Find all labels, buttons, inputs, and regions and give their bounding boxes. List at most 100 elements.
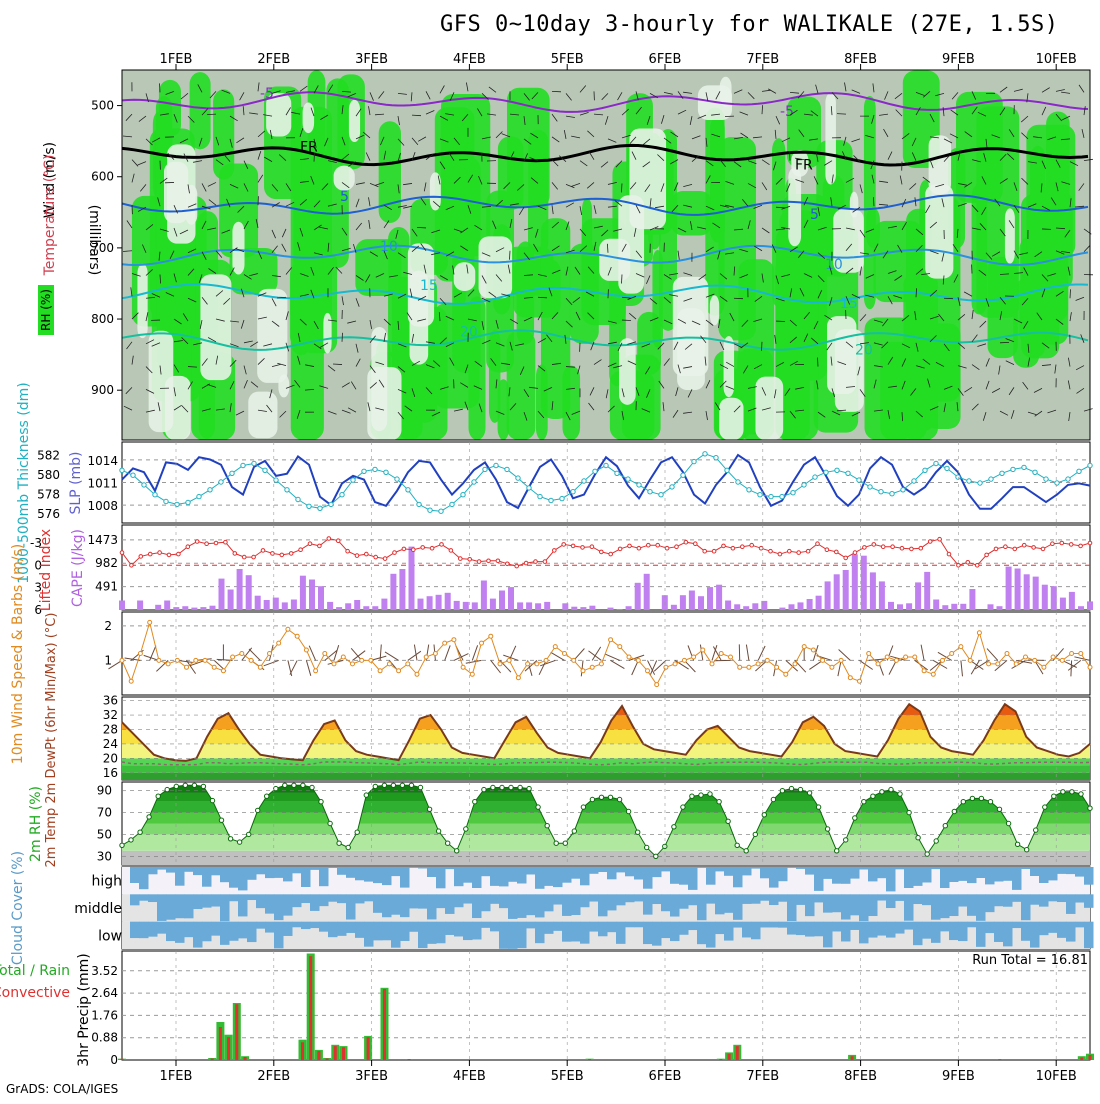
cloud-bar [517, 894, 527, 918]
wind-speed-point [443, 641, 447, 645]
lifted-index-point [177, 552, 181, 556]
thickness-point [846, 471, 850, 475]
cloud-bar [472, 894, 482, 918]
cloud-bar [850, 922, 860, 930]
cloud-bar [796, 867, 806, 869]
lifted-index-point [139, 555, 143, 559]
cloud-bar [1066, 894, 1076, 914]
day-label-bottom: 9FEB [942, 1069, 975, 1084]
rh-point [672, 825, 676, 829]
rh-point [780, 789, 784, 793]
rh-point [382, 783, 386, 787]
cloud-bar [445, 922, 455, 935]
cape-bar [291, 600, 297, 611]
cape-tick: 1473 [87, 533, 118, 547]
precip-convective-bar [736, 1046, 739, 1060]
wind-speed-point [941, 658, 945, 662]
rh-point [192, 783, 196, 787]
thickness-point [1066, 477, 1070, 481]
cloud-bar [1030, 894, 1040, 904]
cloud-bar [526, 922, 536, 929]
lifted-index-point [750, 543, 754, 547]
cape-bar [942, 605, 948, 610]
cape-bar [825, 581, 831, 610]
rh-point [328, 821, 332, 825]
wind-speed-point [249, 658, 253, 662]
cloud-bar [877, 894, 887, 900]
rh-point [500, 785, 504, 789]
cloud-bar [391, 894, 401, 914]
cloud-bar [472, 922, 482, 940]
cloud-bar [688, 867, 698, 890]
wind-speed-point [738, 665, 742, 669]
cloud-bar [526, 894, 536, 915]
thickness-point [714, 456, 718, 460]
cloud-axis-label: Cloud Cover (%) [10, 851, 26, 965]
cloud-bar [1048, 894, 1058, 901]
lifted-index-point [167, 553, 171, 557]
cloud-bar [499, 867, 509, 886]
rh-cell-low [619, 338, 636, 405]
cloud-bar [751, 867, 761, 869]
thickness-point [736, 480, 740, 484]
rh-point [1079, 792, 1083, 796]
rh-cell-low [303, 102, 314, 133]
cape-bar [445, 593, 451, 610]
pressure-tick-label: 800 [91, 312, 114, 326]
cloud-bar [1030, 867, 1040, 876]
rh-point [418, 785, 422, 789]
day-label-top: 7FEB [746, 52, 779, 67]
cloud-bar [265, 922, 275, 933]
lifted-index-point [148, 552, 152, 556]
rh-cell-low [788, 167, 801, 246]
wind-speed-point [756, 662, 760, 666]
precip-convective-bar [588, 1059, 591, 1060]
cloud-bar [670, 894, 680, 916]
precip-convective-bar [317, 1051, 320, 1060]
cloud-bar [463, 867, 473, 883]
rh-point [210, 798, 214, 802]
wind-speed-point [1005, 652, 1009, 656]
cloud-bar [283, 894, 293, 915]
cloud-bar [760, 894, 770, 900]
lifted-index-point [374, 555, 378, 559]
rh-point [283, 783, 287, 787]
lifted-index-point [957, 564, 961, 568]
day-label-bottom: 8FEB [844, 1069, 877, 1084]
rh-point [310, 785, 314, 789]
cape-bar [761, 601, 767, 610]
rh-point [816, 805, 820, 809]
cloud-bar [220, 867, 230, 882]
rh-point [228, 837, 232, 841]
cloud-bar [580, 894, 590, 907]
rh-point [292, 783, 296, 787]
cape-bar [888, 602, 894, 610]
cloud-bar [337, 922, 347, 936]
rh-cell-high [710, 117, 725, 243]
rh-point [617, 797, 621, 801]
day-label-bottom: 10FEB [1036, 1069, 1077, 1084]
cloud-bar [625, 922, 635, 928]
lifted-index-point [393, 551, 397, 555]
wind-speed-point [802, 645, 806, 649]
cape-bar [716, 585, 722, 610]
wind-speed-point [968, 658, 972, 662]
thickness-point [340, 493, 344, 497]
isotherm-label: 10 [380, 239, 398, 255]
cloud-bar [787, 894, 797, 921]
cloud-bar [1003, 867, 1013, 881]
thickness-point [1077, 469, 1081, 473]
lifted-index-point [1079, 544, 1083, 548]
rh-point [943, 824, 947, 828]
wind-barb [837, 114, 846, 115]
cloud-bar [1021, 867, 1031, 869]
cloud-bar [184, 867, 194, 872]
lifted-index-point [590, 545, 594, 549]
lifted-index-point [195, 540, 199, 544]
lifted-index-point [289, 552, 293, 556]
cloud-bar [877, 867, 887, 878]
thickness-point [494, 463, 498, 467]
cloud-bar [364, 894, 374, 901]
wind-speed-point [1060, 658, 1064, 662]
wind-speed-point [904, 655, 908, 659]
